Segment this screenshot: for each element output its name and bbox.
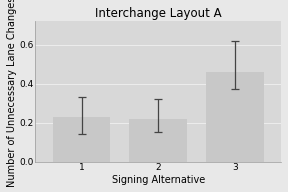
Bar xyxy=(130,119,187,162)
Title: Interchange Layout A: Interchange Layout A xyxy=(95,7,221,20)
Bar xyxy=(206,72,264,162)
Bar xyxy=(53,117,110,162)
Y-axis label: Number of Unnecessary Lane Changes: Number of Unnecessary Lane Changes xyxy=(7,0,17,187)
X-axis label: Signing Alternative: Signing Alternative xyxy=(112,175,205,185)
